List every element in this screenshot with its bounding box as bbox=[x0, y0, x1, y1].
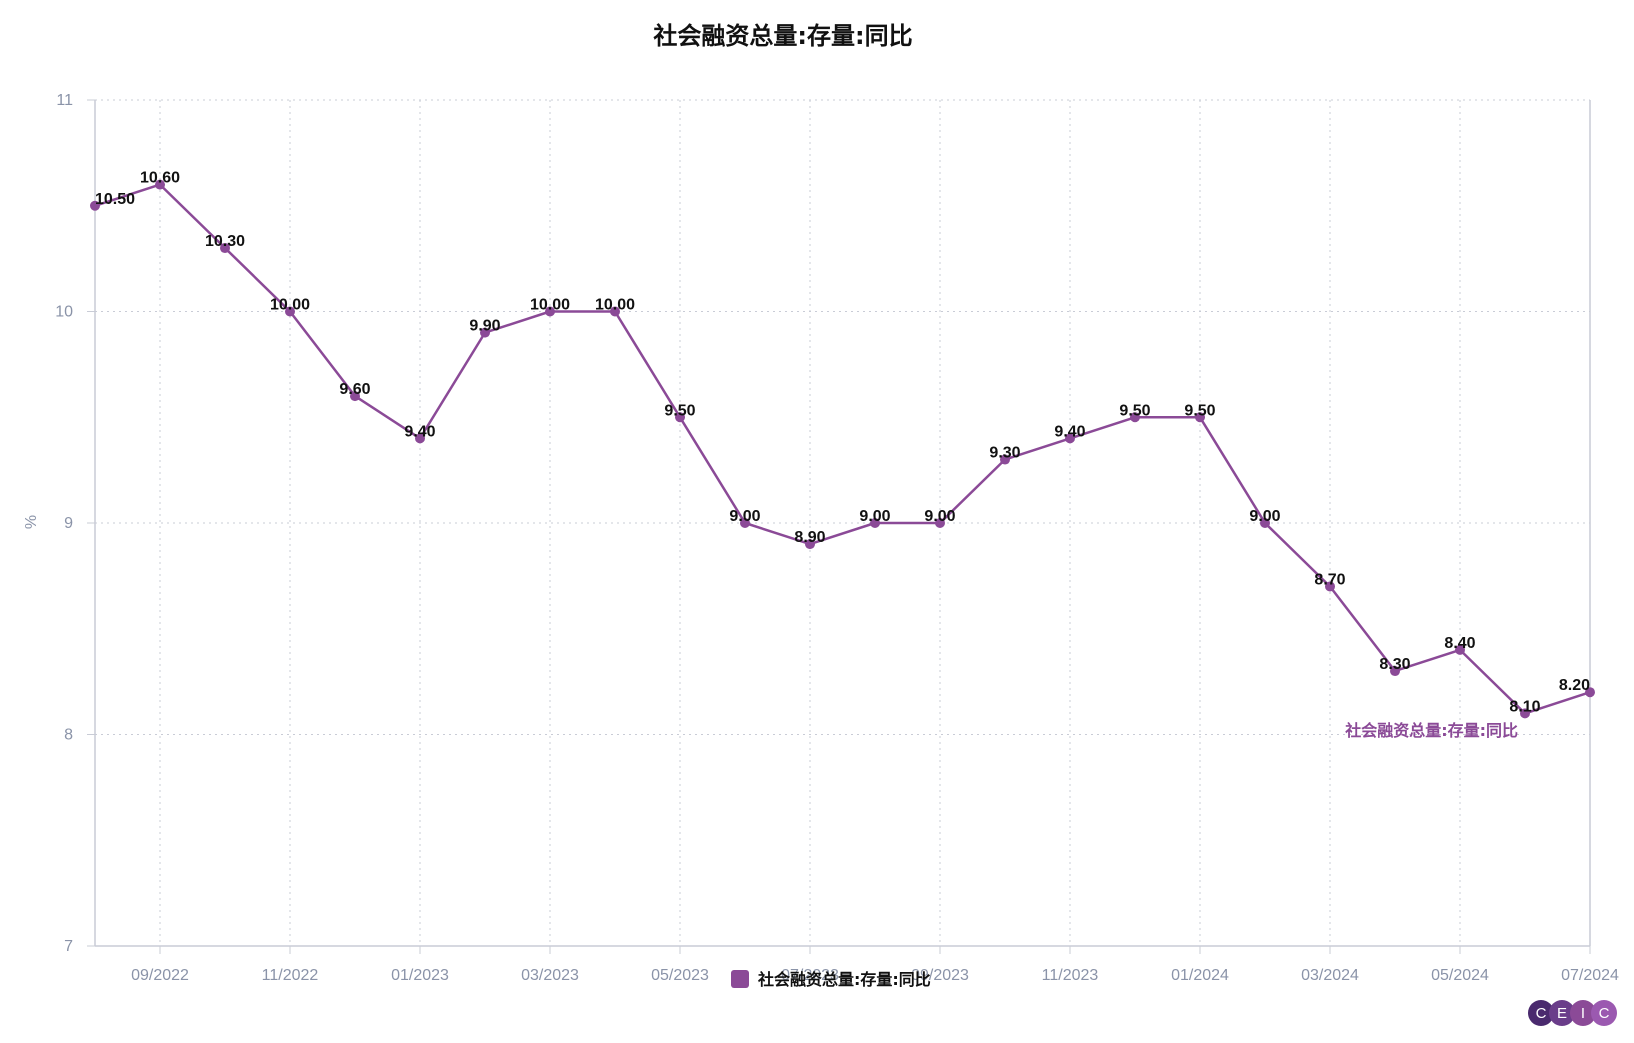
x-tick-label: 05/2023 bbox=[651, 967, 709, 984]
chart-title: 社会融资总量:存量:同比 bbox=[653, 22, 912, 50]
data-point bbox=[1000, 454, 1010, 465]
data-point bbox=[1325, 581, 1335, 592]
x-tick-label: 05/2024 bbox=[1431, 967, 1489, 984]
series-group bbox=[90, 179, 1595, 719]
data-label: 9.30 bbox=[989, 445, 1020, 462]
data-point bbox=[805, 539, 815, 550]
x-axis-ticks: 09/2022 11/2022 01/2023 03/2023 05/2023 07/20… bbox=[131, 946, 1619, 984]
y-tick-label: 9 bbox=[64, 515, 73, 532]
legend[interactable]: 社会融资总量:存量:同比 bbox=[731, 970, 931, 989]
data-label: 9.50 bbox=[1184, 402, 1215, 419]
data-labels: 10.50 10.60 10.30 10.00 9.60 9.40 9.90 10.00 10.… bbox=[95, 170, 1590, 716]
x-tick-label: 09/2022 bbox=[131, 967, 189, 984]
data-label: 8.40 bbox=[1444, 635, 1475, 652]
axes bbox=[94, 100, 1591, 947]
y-axis-label: % bbox=[23, 515, 40, 529]
data-label: 8.30 bbox=[1379, 656, 1410, 673]
data-label: 10.00 bbox=[270, 297, 310, 314]
data-point bbox=[90, 200, 100, 211]
logo-circle bbox=[1528, 1000, 1554, 1026]
data-point bbox=[415, 433, 425, 444]
data-point bbox=[545, 306, 555, 317]
data-label: 10.30 bbox=[205, 233, 245, 250]
logo-circle bbox=[1570, 1000, 1596, 1026]
logo-letter: C bbox=[1599, 1005, 1610, 1022]
data-label: 9.00 bbox=[924, 508, 955, 525]
data-point bbox=[285, 306, 295, 317]
data-point bbox=[1390, 666, 1400, 677]
data-point bbox=[870, 518, 880, 528]
grid bbox=[95, 99, 1591, 946]
x-tick-label: 03/2024 bbox=[1301, 967, 1359, 984]
data-point bbox=[1130, 412, 1140, 423]
data-label: 9.00 bbox=[729, 508, 760, 525]
data-label: 9.50 bbox=[1119, 402, 1150, 419]
series-line bbox=[94, 183, 1591, 715]
data-point bbox=[1065, 433, 1075, 444]
data-point bbox=[350, 391, 360, 402]
x-tick-label: 11/2022 bbox=[262, 967, 319, 984]
data-label: 9.40 bbox=[1054, 423, 1085, 440]
y-tick-label: 10 bbox=[55, 304, 73, 321]
logo-letter: I bbox=[1581, 1005, 1585, 1022]
y-tick-label: 11 bbox=[56, 92, 73, 109]
x-tick-label: 11/2023 bbox=[1042, 967, 1099, 984]
x-tick-label: 09/2023 bbox=[911, 967, 969, 984]
data-point bbox=[675, 412, 685, 423]
data-point bbox=[1585, 687, 1595, 698]
data-label: 10.60 bbox=[140, 170, 180, 187]
data-label: 9.60 bbox=[339, 381, 370, 398]
series-end-label: 社会融资总量:存量:同比 bbox=[1344, 721, 1518, 740]
x-tick-label: 07/2023 bbox=[781, 967, 839, 984]
legend-label: 社会融资总量:存量:同比 bbox=[757, 970, 931, 989]
data-label: 9.00 bbox=[859, 508, 890, 525]
data-label: 9.90 bbox=[469, 318, 500, 335]
logo-circle bbox=[1549, 1000, 1575, 1026]
data-point bbox=[1260, 518, 1270, 528]
data-label: 10.00 bbox=[595, 297, 635, 314]
data-point bbox=[1195, 412, 1205, 423]
data-label: 8.70 bbox=[1314, 571, 1345, 588]
logo-letter: C bbox=[1536, 1005, 1547, 1022]
logo-circle bbox=[1591, 1000, 1617, 1026]
data-label: 9.40 bbox=[404, 423, 435, 440]
data-point bbox=[480, 327, 490, 338]
logo-letter: E bbox=[1557, 1005, 1567, 1022]
data-label: 8.90 bbox=[794, 529, 825, 546]
data-label: 10.00 bbox=[530, 297, 570, 314]
legend-swatch bbox=[731, 970, 749, 988]
data-label: 9.50 bbox=[664, 402, 695, 419]
y-tick-label: 8 bbox=[64, 727, 73, 744]
data-point bbox=[1520, 708, 1530, 719]
y-axis-ticks: 7 8 9 10 11 bbox=[55, 92, 95, 955]
data-point bbox=[1455, 644, 1465, 655]
data-label: 8.10 bbox=[1509, 698, 1540, 715]
x-tick-label: 07/2024 bbox=[1561, 967, 1619, 984]
data-point bbox=[155, 179, 165, 190]
x-tick-label: 01/2023 bbox=[391, 967, 449, 984]
y-tick-label: 7 bbox=[64, 938, 73, 955]
data-label: 10.50 bbox=[95, 191, 135, 208]
data-label: 9.00 bbox=[1249, 508, 1280, 525]
data-point bbox=[220, 243, 230, 254]
data-point bbox=[740, 518, 750, 528]
data-label: 8.20 bbox=[1559, 677, 1590, 694]
x-tick-label: 03/2023 bbox=[521, 967, 579, 984]
data-point bbox=[935, 518, 945, 528]
data-point bbox=[610, 306, 620, 317]
x-tick-label: 01/2024 bbox=[1171, 967, 1229, 984]
